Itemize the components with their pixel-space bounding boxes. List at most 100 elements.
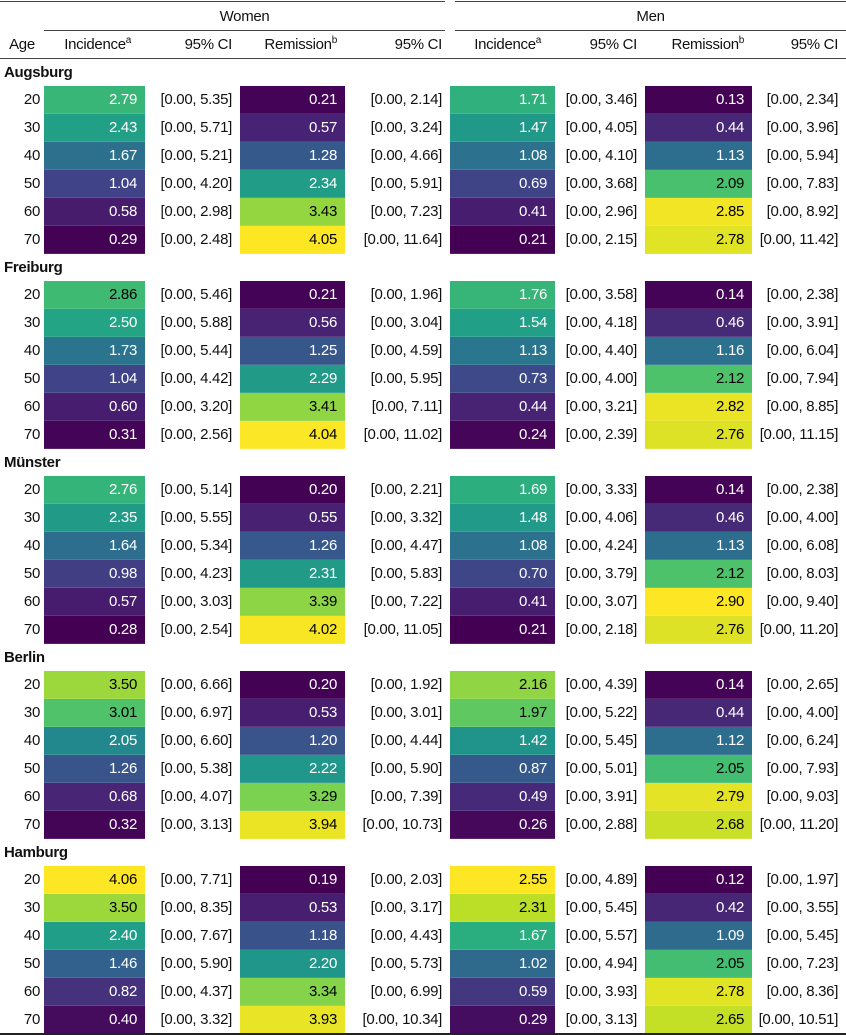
men-incidence-cell: 1.76 (450, 281, 556, 309)
table-row: 30 3.01 [0.00, 6.97] 0.53 [0.00, 3.01] 1.97 [0… (0, 698, 846, 727)
group-label: Augsburg (4, 64, 73, 81)
men-remission-ci-cell: [0.00, 7.94] (766, 370, 839, 387)
women-incidence-ci-cell: [0.00, 7.71] (160, 871, 233, 889)
men-remission-cell: 2.05 (645, 949, 753, 978)
men-remission-cell: 0.14 (645, 281, 753, 309)
women-incidence-ci-cell: [0.00, 6.66] (160, 676, 233, 694)
women-remission-cell: 0.53 (240, 893, 345, 922)
men-incidence-cell: 1.54 (450, 308, 556, 337)
women-incidence-ci-cell: [0.00, 3.03] (160, 593, 233, 610)
table-row: 60 0.57 [0.00, 3.03] 3.39 [0.00, 7.22] 0.41 [0… (0, 587, 846, 616)
men-remission-cell: 1.16 (645, 336, 753, 365)
women-remission-cell: 0.21 (240, 86, 345, 114)
blank-header (0, 1, 44, 31)
men-remission-ci-cell: [0.00, 6.04] (766, 342, 839, 359)
men-remission-cell: 2.79 (645, 782, 753, 811)
men-incidence-ci-cell: [0.00, 4.94] (565, 955, 638, 972)
table-row: 30 2.35 [0.00, 5.55] 0.55 [0.00, 3.32] 1.48 [0… (0, 503, 846, 532)
table-row: 20 2.79 [0.00, 5.35] 0.21 [0.00, 2.14] 1.71 [0… (0, 86, 846, 114)
men-incidence-ci-cell: [0.00, 2.15] (565, 231, 638, 248)
age-cell: 70 (23, 426, 40, 443)
age-cell: 40 (23, 342, 40, 359)
women-remission-ci-cell: [0.00, 11.05] (363, 621, 443, 638)
men-incidence-ci-cell: [0.00, 3.79] (565, 565, 638, 582)
women-remission-ci-cell: [0.00, 7.11] (371, 398, 443, 415)
men-remission-ci-cell: [0.00, 6.08] (766, 537, 839, 554)
women-remission-cell: 4.02 (240, 615, 345, 644)
men-remission-ci-cell: [0.00, 2.65] (766, 676, 839, 694)
men-remission-cell: 2.65 (645, 1005, 753, 1035)
women-remission-ci-cell: [0.00, 6.99] (370, 983, 443, 1000)
women-remission-cell: 3.93 (240, 1005, 345, 1035)
age-cell: 20 (23, 871, 40, 889)
table-row: 40 1.73 [0.00, 5.44] 1.25 [0.00, 4.59] 1.13 [0… (0, 336, 846, 365)
men-remission-cell: 0.44 (645, 698, 753, 727)
men-remission-cell: 1.12 (645, 726, 753, 755)
women-remission-header: Remissionb (240, 30, 345, 59)
women-remission-cell: 0.55 (240, 503, 345, 532)
men-remission-ci-header: 95% CI (752, 30, 846, 59)
men-incidence-ci-cell: [0.00, 5.45] (565, 732, 638, 749)
men-incidence-ci-cell: [0.00, 3.91] (565, 788, 638, 805)
table-row: 20 3.50 [0.00, 6.66] 0.20 [0.00, 1.92] 2.16 [0… (0, 671, 846, 699)
women-header: Women (44, 1, 451, 31)
men-remission-ci-cell: [0.00, 7.93] (766, 760, 839, 777)
men-remission-ci-cell: [0.00, 11.42] (759, 231, 839, 248)
women-remission-cell: 4.04 (240, 420, 345, 449)
women-remission-ci-cell: [0.00, 4.66] (370, 147, 443, 164)
table-row: 30 2.50 [0.00, 5.88] 0.56 [0.00, 3.04] 1.54 [0… (0, 308, 846, 337)
table-row: 40 1.64 [0.00, 5.34] 1.26 [0.00, 4.47] 1.08 [0… (0, 531, 846, 560)
women-incidence-ci-cell: [0.00, 5.55] (160, 509, 233, 526)
women-remission-cell: 3.43 (240, 197, 345, 226)
group-label: Freiburg (4, 259, 63, 276)
men-incidence-ci-cell: [0.00, 2.39] (565, 426, 638, 443)
women-remission-cell: 1.26 (240, 531, 345, 560)
age-cell: 50 (23, 565, 40, 582)
women-incidence-ci-cell: [0.00, 5.14] (160, 481, 233, 499)
women-incidence-cell: 0.32 (44, 810, 145, 839)
women-remission-cell: 2.22 (240, 754, 345, 783)
women-incidence-cell: 0.40 (44, 1005, 145, 1035)
men-remission-cell: 2.68 (645, 810, 753, 839)
men-remission-ci-cell: [0.00, 5.94] (766, 147, 839, 164)
women-incidence-ci-header: 95% CI (145, 30, 240, 59)
women-incidence-cell: 2.50 (44, 308, 145, 337)
men-incidence-cell: 0.24 (450, 420, 556, 449)
women-incidence-cell: 2.76 (44, 476, 145, 504)
women-remission-cell: 0.20 (240, 476, 345, 504)
table-row: 40 2.40 [0.00, 7.67] 1.18 [0.00, 4.43] 1.67 [0… (0, 921, 846, 950)
women-incidence-cell: 1.64 (44, 531, 145, 560)
men-remission-cell: 2.09 (645, 169, 753, 198)
women-incidence-ci-cell: [0.00, 4.07] (160, 788, 233, 805)
women-incidence-cell: 2.05 (44, 726, 145, 755)
women-incidence-ci-cell: [0.00, 3.32] (145, 1005, 240, 1035)
age-cell: 60 (23, 398, 40, 415)
women-incidence-ci-cell: [0.00, 8.35] (160, 899, 233, 916)
women-remission-cell: 0.19 (240, 866, 345, 894)
women-incidence-cell: 0.68 (44, 782, 145, 811)
men-remission-header: Remissionb (645, 30, 753, 59)
women-incidence-ci-cell: [0.00, 5.44] (160, 342, 233, 359)
men-incidence-cell: 1.97 (450, 698, 556, 727)
men-incidence-ci-cell: [0.00, 2.18] (565, 621, 638, 638)
women-incidence-cell: 0.31 (44, 420, 145, 449)
women-remission-ci-cell: [0.00, 2.14] (370, 91, 443, 109)
women-incidence-ci-cell: [0.00, 3.13] (160, 816, 233, 833)
men-incidence-cell: 1.48 (450, 503, 556, 532)
men-incidence-ci-cell: [0.00, 3.46] (565, 91, 638, 109)
men-remission-cell: 1.13 (645, 531, 753, 560)
women-incidence-cell: 0.28 (44, 615, 145, 644)
women-incidence-cell: 1.73 (44, 336, 145, 365)
women-incidence-header: Incidencea (44, 30, 145, 59)
women-incidence-ci-cell: [0.00, 4.37] (160, 983, 233, 1000)
women-remission-ci-cell: [0.00, 4.47] (370, 537, 443, 554)
men-incidence-ci-cell: [0.00, 4.40] (565, 342, 638, 359)
table-row: 20 4.06 [0.00, 7.71] 0.19 [0.00, 2.03] 2.55 [0… (0, 866, 846, 894)
women-remission-ci-header: 95% CI (345, 30, 451, 59)
age-cell: 40 (23, 537, 40, 554)
table-row: 50 1.04 [0.00, 4.42] 2.29 [0.00, 5.95] 0.73 [0… (0, 364, 846, 393)
women-remission-ci-cell: [0.00, 11.02] (363, 426, 443, 443)
men-remission-ci-cell: [0.00, 11.20] (759, 621, 839, 638)
men-remission-ci-cell: [0.00, 2.38] (766, 286, 839, 304)
men-incidence-cell: 0.59 (450, 977, 556, 1006)
